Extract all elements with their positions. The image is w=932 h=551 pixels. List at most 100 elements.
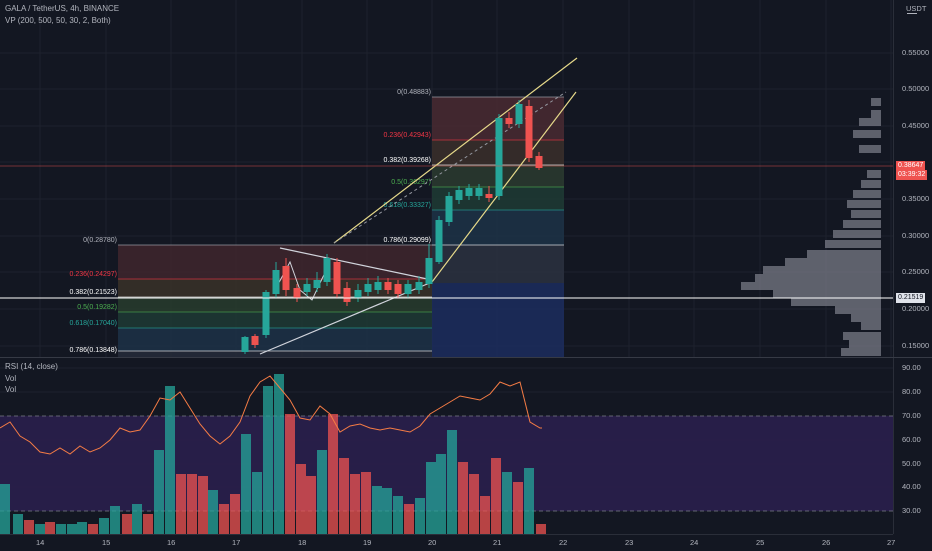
volume-bar: [361, 472, 371, 534]
volume-profile-bar: [763, 266, 881, 274]
volume-bar: [339, 458, 349, 534]
time-axis-label: 23: [625, 538, 634, 547]
rsi-axis-label: 30.00: [902, 506, 921, 515]
fib-level-label: 0(0.48883): [397, 89, 431, 96]
volume-bar: [415, 498, 425, 534]
volume-profile-bar: [785, 258, 881, 266]
volume-bar: [458, 462, 468, 534]
vol-label-2[interactable]: Vol: [5, 385, 17, 394]
volume-profile-bar: [861, 180, 881, 188]
time-axis-label: 17: [232, 538, 241, 547]
volume-bar: [447, 430, 457, 534]
volume-bar: [88, 524, 98, 534]
fib-zone: [432, 187, 564, 210]
price-chart-pane[interactable]: 0(0.48883) 0.236(0.42943) 0.382(0.39268) 0.…: [0, 0, 893, 357]
rsi-label[interactable]: RSI (14, close): [5, 362, 58, 371]
volume-profile-bar: [849, 340, 881, 348]
volume-bar: [382, 488, 392, 534]
volume-bar: [393, 496, 403, 534]
volume-profile-bar: [741, 282, 881, 290]
volume-profile-bar: [851, 314, 881, 322]
price-axis-label: 0.55000: [902, 48, 930, 57]
symbol-title[interactable]: GALA / TetherUS, 4h, BINANCE: [5, 4, 120, 13]
volume-bar: [198, 476, 208, 534]
rsi-volume-canvas[interactable]: [0, 358, 893, 534]
candle-body: [425, 258, 433, 284]
candle-body: [404, 284, 412, 294]
volume-profile-label[interactable]: VP (200, 500, 50, 30, 2, Both): [5, 16, 111, 25]
fib-level-label-small: 0.382(0.21523): [70, 289, 117, 296]
rsi-axis-label: 60.00: [902, 435, 921, 444]
rsi-axis-label: 80.00: [902, 387, 921, 396]
time-axis[interactable]: 14 15 16 17 18 19 20 21 22 23 24 25 26 27: [0, 534, 896, 551]
rsi-axis-label: 90.00: [902, 363, 921, 372]
last-price-tag: 0.38647: [896, 161, 926, 171]
crosshair-price-tag: 0.21519: [896, 293, 926, 303]
volume-bar: [426, 462, 436, 534]
candle-body: [364, 284, 372, 292]
volume-profile-bar: [853, 190, 881, 198]
time-axis-label: 26: [822, 538, 831, 547]
time-axis-label: 15: [102, 538, 111, 547]
candle-body: [475, 188, 483, 196]
volume-bar: [306, 476, 316, 534]
volume-profile-bar: [871, 110, 881, 118]
volume-bar: [285, 414, 295, 534]
price-axis-label: 0.30000: [902, 231, 930, 240]
volume-profile-bar: [871, 98, 881, 106]
candle-body: [485, 194, 493, 198]
volume-bar: [252, 472, 262, 534]
candle-body: [535, 156, 543, 168]
volume-profile-bar: [859, 145, 881, 153]
volume-bar: [165, 386, 175, 534]
price-chart-canvas[interactable]: 0(0.48883) 0.236(0.42943) 0.382(0.39268) 0.…: [0, 0, 893, 357]
volume-bar: [132, 504, 142, 534]
candle-body: [282, 266, 290, 290]
time-axis-label: 19: [363, 538, 372, 547]
price-axis[interactable]: USDT 0.55000 0.50000 0.45000 0.35000 0.30000…: [893, 0, 932, 357]
candle-body: [515, 104, 523, 124]
volume-bar: [372, 486, 382, 534]
volume-profile-bar: [843, 332, 881, 340]
candle-body: [505, 118, 513, 124]
rsi-axis[interactable]: 90.00 80.00 70.00 60.00 50.00 40.00 30.00: [893, 358, 932, 534]
axis-menu-icon[interactable]: [907, 13, 917, 14]
rsi-volume-pane[interactable]: RSI (14, close) Vol Vol: [0, 358, 893, 534]
volume-bar: [154, 450, 164, 534]
volume-profile-bar: [859, 118, 881, 126]
candle-body: [445, 196, 453, 222]
volume-profile-bar: [807, 250, 881, 258]
volume-bar: [24, 520, 34, 534]
fib-level-label-small: 0.618(0.17040): [70, 320, 117, 327]
price-axis-label: 0.50000: [902, 84, 930, 93]
volume-bar: [502, 472, 512, 534]
volume-profile-bar: [853, 130, 881, 138]
volume-bar: [524, 468, 534, 534]
rsi-axis-label: 50.00: [902, 459, 921, 468]
candle-body: [241, 337, 249, 352]
time-axis-label: 27: [887, 538, 896, 547]
time-axis-label: 24: [690, 538, 699, 547]
volume-bar: [296, 464, 306, 534]
volume-profile-bar: [773, 290, 881, 298]
volume-profile-bar: [825, 240, 881, 248]
rsi-axis-label: 70.00: [902, 411, 921, 420]
volume-bar: [13, 514, 23, 534]
volume-bar: [99, 518, 109, 534]
volume-bar: [0, 484, 10, 534]
pane-divider[interactable]: [0, 357, 932, 358]
fib-level-label: 0.382(0.39268): [384, 157, 431, 164]
vol-label[interactable]: Vol: [5, 374, 17, 383]
price-axis-label: 0.45000: [902, 121, 930, 130]
fib-level-label: 0.236(0.42943): [384, 132, 431, 139]
volume-profile-bar: [835, 306, 881, 314]
fib-zone: [432, 210, 564, 245]
candle-body: [465, 188, 473, 196]
candle-body: [455, 190, 463, 200]
triangle-upper-line: [279, 247, 433, 281]
candle-body: [251, 336, 259, 345]
fib-level-label-small: 0(0.28780): [83, 237, 117, 244]
candle-body: [313, 280, 321, 288]
candle-body: [525, 106, 533, 158]
price-axis-label: 0.35000: [902, 194, 930, 203]
